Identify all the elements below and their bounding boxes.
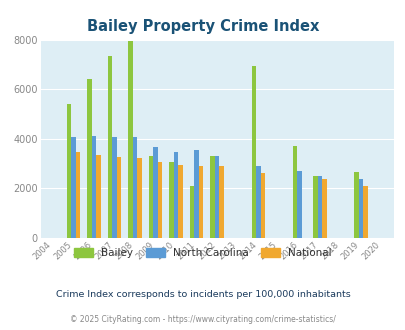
Bar <box>112 137 117 238</box>
Bar <box>96 155 100 238</box>
Text: © 2025 CityRating.com - https://www.cityrating.com/crime-statistics/: © 2025 CityRating.com - https://www.city… <box>70 315 335 324</box>
Bar <box>149 156 153 238</box>
Bar <box>312 176 317 238</box>
Bar <box>87 79 92 238</box>
Bar <box>194 150 198 238</box>
Bar <box>214 156 219 238</box>
Bar <box>260 173 264 238</box>
Bar <box>92 136 96 238</box>
Bar <box>219 166 224 238</box>
Bar <box>251 66 256 238</box>
Bar <box>128 41 132 238</box>
Bar <box>153 147 158 238</box>
Bar <box>296 171 301 238</box>
Bar <box>362 185 367 238</box>
Bar <box>190 186 194 238</box>
Bar <box>210 156 214 238</box>
Bar <box>75 152 80 238</box>
Bar <box>198 166 203 238</box>
Text: Bailey Property Crime Index: Bailey Property Crime Index <box>87 19 318 34</box>
Bar <box>158 162 162 238</box>
Bar <box>107 56 112 238</box>
Bar <box>256 166 260 238</box>
Bar <box>137 158 141 238</box>
Bar <box>117 157 121 238</box>
Bar <box>71 137 75 238</box>
Bar <box>317 176 321 238</box>
Bar <box>132 137 137 238</box>
Bar <box>173 152 178 238</box>
Bar <box>66 104 71 238</box>
Bar <box>321 180 326 238</box>
Bar <box>358 180 362 238</box>
Bar <box>353 172 358 238</box>
Legend: Bailey, North Carolina, National: Bailey, North Carolina, National <box>70 244 335 262</box>
Bar <box>169 162 173 238</box>
Bar <box>292 146 296 238</box>
Text: Crime Index corresponds to incidents per 100,000 inhabitants: Crime Index corresponds to incidents per… <box>55 290 350 299</box>
Bar <box>178 165 183 238</box>
